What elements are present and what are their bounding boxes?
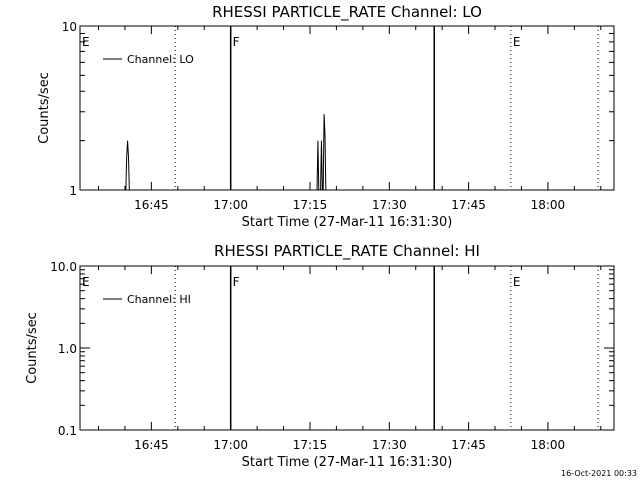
marker-label: E xyxy=(513,275,521,289)
marker-label: E xyxy=(82,275,90,289)
x-tick-label: 17:15 xyxy=(293,438,328,452)
x-tick-label: 17:30 xyxy=(372,438,407,452)
chart-title: RHESSI PARTICLE_RATE Channel: LO xyxy=(212,3,482,22)
y-axis-label: Counts/sec xyxy=(25,312,40,384)
legend-entry: Channel: LO xyxy=(127,53,194,66)
x-tick-label: 17:45 xyxy=(451,438,486,452)
legend-entry: Channel: HI xyxy=(127,293,191,306)
marker-label: F xyxy=(233,275,240,289)
tick-marks xyxy=(80,265,614,431)
x-tick-labels: 16:45 17:00 17:15 17:30 17:45 18:00 xyxy=(134,198,565,212)
legend: Channel: HI xyxy=(103,293,191,306)
x-axis-label: Start Time (27-Mar-11 16:31:30) xyxy=(242,215,453,230)
y-tick-labels: 0.1 1.0 10.0 xyxy=(50,260,77,438)
marker-label: F xyxy=(233,35,240,49)
chart-title: RHESSI PARTICLE_RATE Channel: HI xyxy=(214,242,480,261)
x-tick-label: 17:00 xyxy=(213,198,248,212)
series-line xyxy=(125,114,327,191)
plot-frame xyxy=(79,25,615,191)
y-tick-label: 1 xyxy=(69,184,77,198)
y-tick-labels: 1 10 xyxy=(62,20,77,198)
y-tick-label: 1.0 xyxy=(58,342,77,356)
y-tick-label: 10 xyxy=(62,20,77,34)
marker-label: E xyxy=(82,35,90,49)
legend: Channel: LO xyxy=(103,53,194,66)
marker-label: E xyxy=(513,35,521,49)
x-tick-labels: 16:45 17:00 17:15 17:30 17:45 18:00 xyxy=(134,438,565,452)
x-tick-label: 18:00 xyxy=(531,438,566,452)
x-tick-label: 17:15 xyxy=(293,198,328,212)
x-tick-label: 16:45 xyxy=(134,198,169,212)
x-tick-label: 16:45 xyxy=(134,438,169,452)
y-tick-label: 10.0 xyxy=(50,260,77,274)
y-tick-label: 0.1 xyxy=(58,424,77,438)
footer-timestamp: 16-Oct-2021 00:33 xyxy=(561,469,637,478)
panel-hi: RHESSI PARTICLE_RATE Channel: HI E F E 16:… xyxy=(25,242,615,470)
series-lines xyxy=(125,114,327,191)
plot-frame xyxy=(79,265,615,431)
x-axis-label: Start Time (27-Mar-11 16:31:30) xyxy=(242,455,453,470)
tick-marks xyxy=(80,25,614,191)
x-tick-label: 17:00 xyxy=(213,438,248,452)
x-tick-label: 17:45 xyxy=(451,198,486,212)
x-tick-label: 18:00 xyxy=(531,198,566,212)
y-axis-label: Counts/sec xyxy=(37,72,52,144)
panel-lo: RHESSI PARTICLE_RATE Channel: LO E F E 16:… xyxy=(37,3,615,230)
x-tick-label: 17:30 xyxy=(372,198,407,212)
